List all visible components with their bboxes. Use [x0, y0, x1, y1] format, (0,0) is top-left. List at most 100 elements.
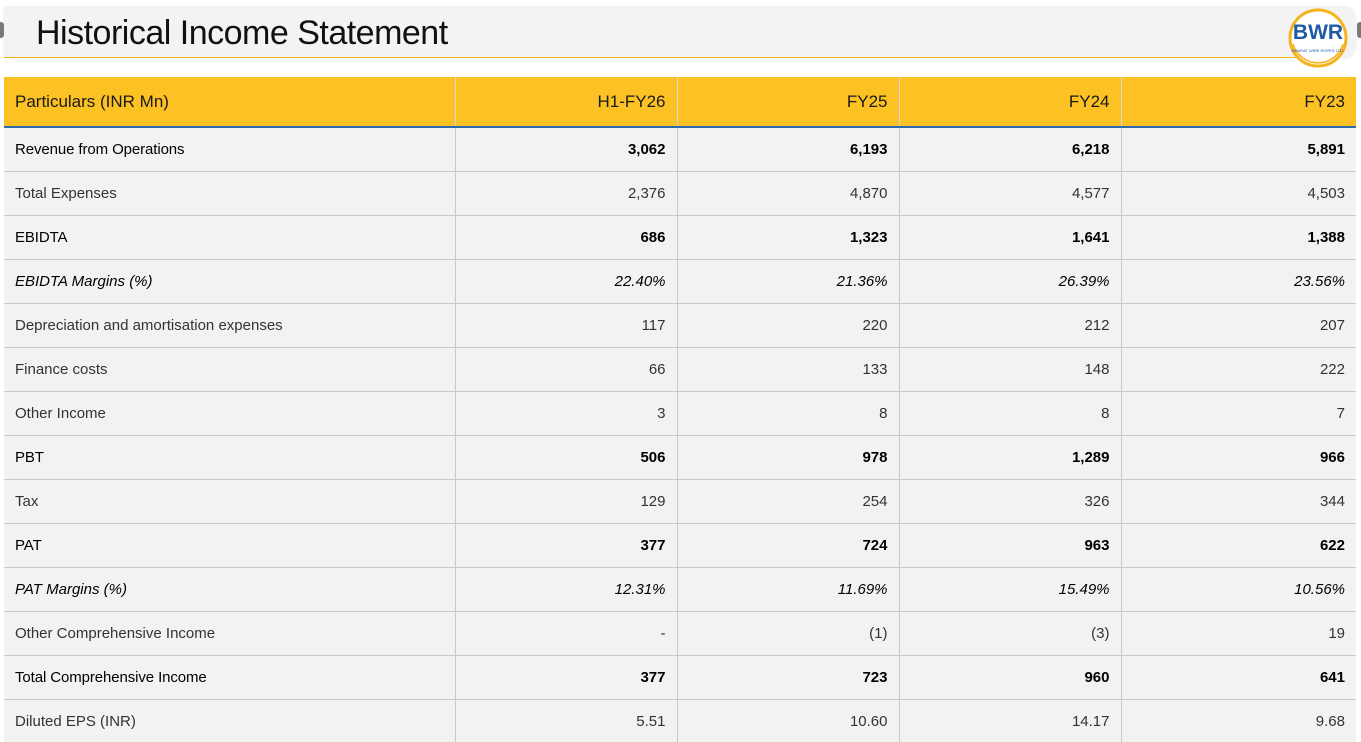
row-label: Diluted EPS (INR) [4, 699, 456, 742]
row-value: 19 [1121, 611, 1356, 656]
logo-text: BWR [1293, 21, 1343, 44]
row-value: 4,870 [677, 171, 900, 216]
row-value: 6,193 [677, 127, 900, 172]
row-value: 978 [677, 435, 900, 480]
table-row: Diluted EPS (INR) 5.51 10.60 14.17 9.68 [4, 699, 1356, 742]
income-statement-table: Particulars (INR Mn) H1-FY26 FY25 FY24 F… [4, 77, 1356, 742]
table-row: PBT 506 978 1,289 966 [4, 435, 1356, 480]
row-value: 10.56% [1121, 567, 1356, 612]
row-value: 960 [899, 655, 1122, 700]
row-label: Tax [4, 479, 456, 524]
row-value: 622 [1121, 523, 1356, 568]
row-label: PBT [4, 435, 456, 480]
row-value: (1) [677, 611, 900, 656]
row-value: 9.68 [1121, 699, 1356, 742]
row-value: 723 [677, 655, 900, 700]
column-header-fy23: FY23 [1121, 77, 1356, 128]
table-row: Finance costs 66 133 148 222 [4, 347, 1356, 392]
row-value: 21.36% [677, 259, 900, 304]
table-body: Revenue from Operations 3,062 6,193 6,218 5,… [4, 127, 1356, 742]
title-bar [4, 6, 1356, 57]
row-value: 220 [677, 303, 900, 348]
table-row: Revenue from Operations 3,062 6,193 6,218 5,… [4, 127, 1356, 172]
row-label: PAT [4, 523, 456, 568]
left-edge-marker [0, 22, 4, 38]
table-row: PAT 377 724 963 622 [4, 523, 1356, 568]
column-header-particulars: Particulars (INR Mn) [4, 77, 456, 128]
row-value: 133 [677, 347, 900, 392]
row-value: 11.69% [677, 567, 900, 612]
table-row: Total Comprehensive Income 377 723 960 641 [4, 655, 1356, 700]
row-label: EBIDTA Margins (%) [4, 259, 456, 304]
logo-subtext: BHARAT WIRE ROPES LTD. [1292, 48, 1344, 53]
row-value: 377 [455, 655, 678, 700]
page-title: Historical Income Statement [36, 14, 448, 52]
row-value: 963 [899, 523, 1122, 568]
row-value: 377 [455, 523, 678, 568]
row-value: 148 [899, 347, 1122, 392]
row-value: 8 [899, 391, 1122, 436]
row-value: 222 [1121, 347, 1356, 392]
row-label: Other Comprehensive Income [4, 611, 456, 656]
column-header-fy25: FY25 [677, 77, 900, 128]
row-value: 1,323 [677, 215, 900, 260]
table-row: Total Expenses 2,376 4,870 4,577 4,503 [4, 171, 1356, 216]
table-row: Other Income 3 8 8 7 [4, 391, 1356, 436]
row-value: 344 [1121, 479, 1356, 524]
row-value: 207 [1121, 303, 1356, 348]
row-value: 1,289 [899, 435, 1122, 480]
row-label: EBIDTA [4, 215, 456, 260]
row-value: 1,388 [1121, 215, 1356, 260]
row-value: 12.31% [455, 567, 678, 612]
row-value: 326 [899, 479, 1122, 524]
table-row: Tax 129 254 326 344 [4, 479, 1356, 524]
row-value: 129 [455, 479, 678, 524]
right-edge-marker [1357, 22, 1361, 38]
row-value: 10.60 [677, 699, 900, 742]
company-logo: BWR BHARAT WIRE ROPES LTD. [1288, 8, 1348, 68]
row-label: Total Expenses [4, 171, 456, 216]
column-header-h1-fy26: H1-FY26 [455, 77, 678, 128]
row-value: 1,641 [899, 215, 1122, 260]
row-value: 5,891 [1121, 127, 1356, 172]
row-value: 966 [1121, 435, 1356, 480]
row-value: - [455, 611, 678, 656]
row-value: 22.40% [455, 259, 678, 304]
title-underline [4, 57, 1304, 58]
row-label: Total Comprehensive Income [4, 655, 456, 700]
row-value: 26.39% [899, 259, 1122, 304]
row-value: 724 [677, 523, 900, 568]
row-value: 212 [899, 303, 1122, 348]
row-value: 254 [677, 479, 900, 524]
table-row: EBIDTA Margins (%) 22.40% 21.36% 26.39% 23.5… [4, 259, 1356, 304]
row-label: Other Income [4, 391, 456, 436]
row-value: 506 [455, 435, 678, 480]
row-label: Revenue from Operations [4, 127, 456, 172]
row-value: 4,503 [1121, 171, 1356, 216]
row-value: (3) [899, 611, 1122, 656]
row-value: 3 [455, 391, 678, 436]
row-value: 14.17 [899, 699, 1122, 742]
row-value: 2,376 [455, 171, 678, 216]
row-value: 23.56% [1121, 259, 1356, 304]
row-value: 4,577 [899, 171, 1122, 216]
table-row: EBIDTA 686 1,323 1,641 1,388 [4, 215, 1356, 260]
table-row: Other Comprehensive Income - (1) (3) 19 [4, 611, 1356, 656]
row-value: 117 [455, 303, 678, 348]
row-value: 15.49% [899, 567, 1122, 612]
row-value: 7 [1121, 391, 1356, 436]
table-row: Depreciation and amortisation expenses 11… [4, 303, 1356, 348]
row-value: 6,218 [899, 127, 1122, 172]
table-header-row: Particulars (INR Mn) H1-FY26 FY25 FY24 F… [4, 77, 1356, 128]
row-value: 3,062 [455, 127, 678, 172]
row-value: 66 [455, 347, 678, 392]
column-header-fy24: FY24 [899, 77, 1122, 128]
row-label: Finance costs [4, 347, 456, 392]
row-value: 641 [1121, 655, 1356, 700]
row-value: 686 [455, 215, 678, 260]
row-value: 5.51 [455, 699, 678, 742]
row-label: Depreciation and amortisation expenses [4, 303, 456, 348]
table-row: PAT Margins (%) 12.31% 11.69% 15.49% 10.56% [4, 567, 1356, 612]
row-label: PAT Margins (%) [4, 567, 456, 612]
